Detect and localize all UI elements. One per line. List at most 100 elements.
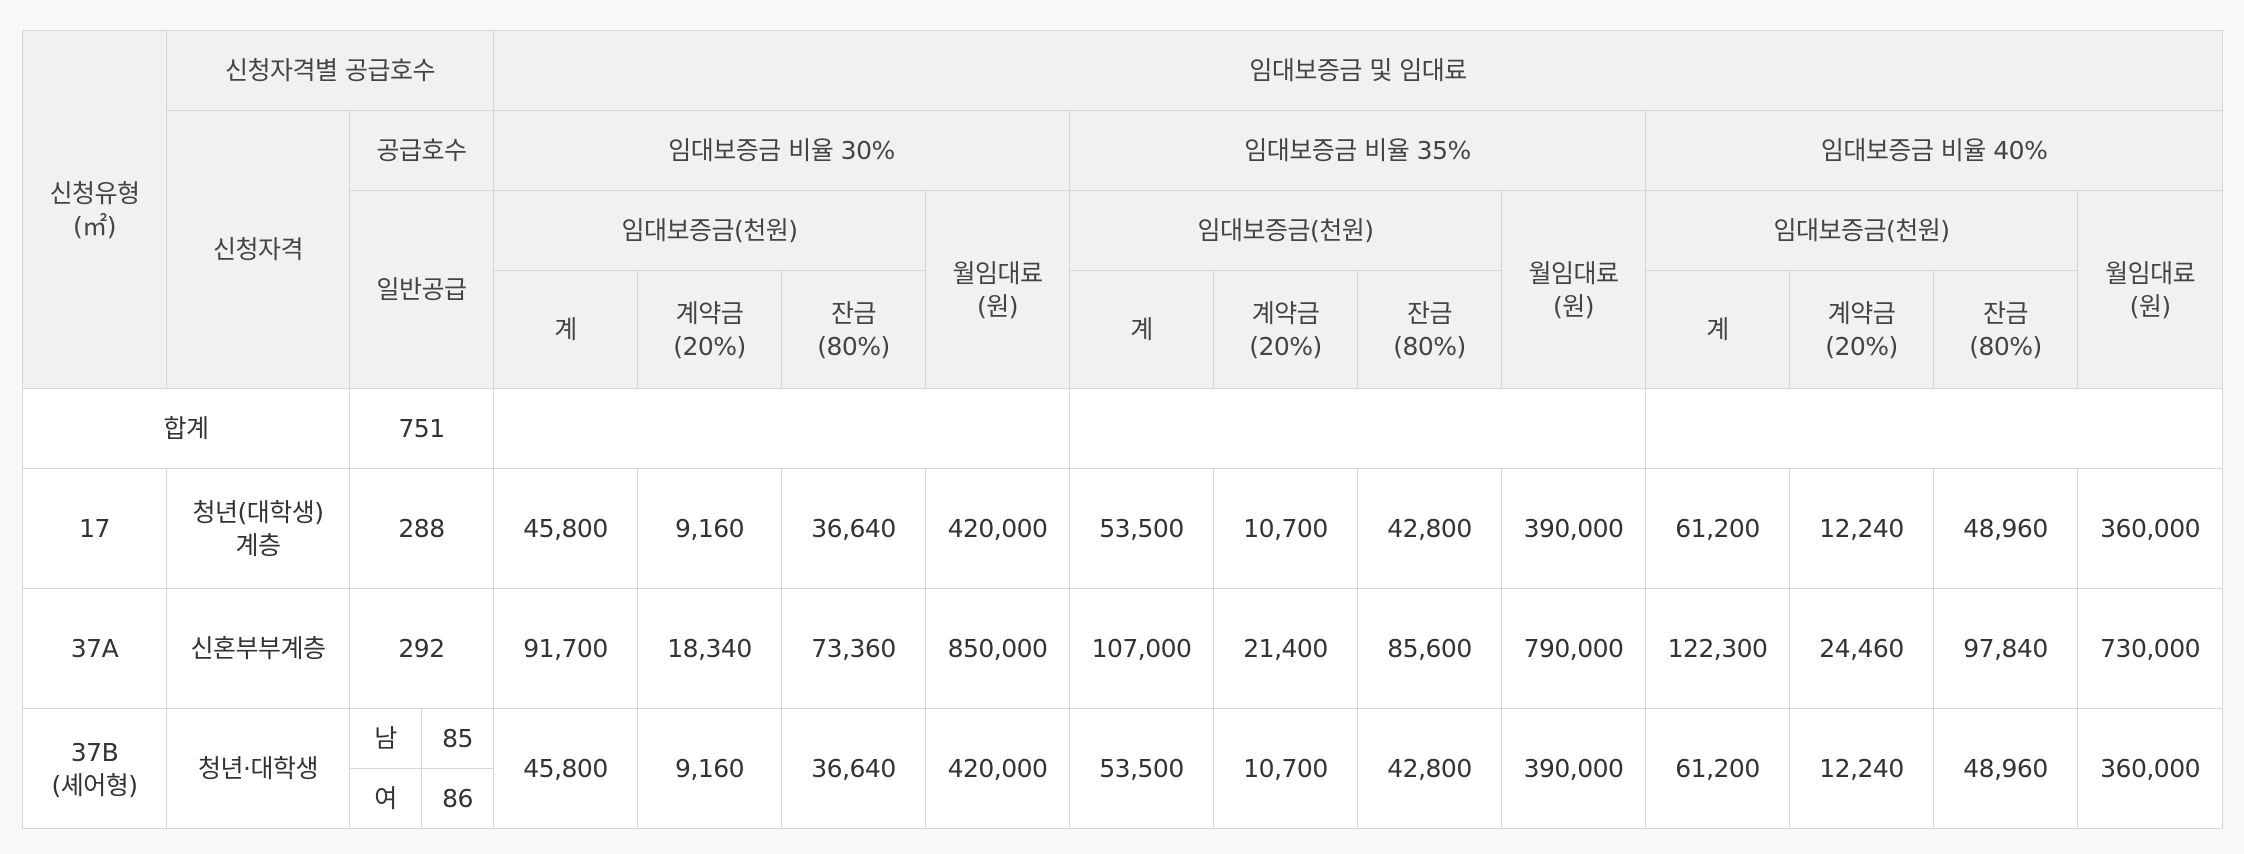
header-ratio-30: 임대보증금 비율 30%	[493, 110, 1071, 191]
cell-total-40: 61,200	[1645, 708, 1791, 829]
cell-total-30: 45,800	[493, 708, 639, 829]
summary-label: 합계	[22, 388, 350, 469]
cell-total-40: 61,200	[1645, 468, 1791, 589]
balance-pct: (80%)	[817, 331, 890, 361]
balance-label: 잔금	[831, 298, 877, 328]
header-total-35: 계	[1069, 270, 1215, 389]
summary-empty-30	[493, 388, 1071, 469]
header-ratio-40: 임대보증금 비율 40%	[1645, 110, 2224, 191]
contract-label: 계약금	[1251, 298, 1320, 328]
header-type-label: 신청유형	[49, 178, 140, 208]
summary-count: 751	[348, 388, 495, 469]
type-line: 37B	[70, 737, 119, 767]
gender-female: 여	[349, 768, 422, 829]
contract-pct: (20%)	[673, 331, 746, 361]
cell-contract-40: 12,240	[1789, 708, 1935, 829]
cell-total-35: 53,500	[1069, 708, 1215, 829]
header-type: 신청유형 (㎡)	[22, 30, 167, 389]
header-deposit-35: 임대보증금(천원)	[1069, 190, 1503, 271]
cell-rent-30: 420,000	[925, 468, 1071, 589]
cell-contract-40: 24,460	[1789, 588, 1935, 709]
header-row-1: 신청유형 (㎡) 신청자격별 공급호수 임대보증금 및 임대료	[22, 30, 2224, 389]
header-balance-40: 잔금 (80%)	[1933, 270, 2079, 389]
cell-contract-30: 18,340	[637, 588, 783, 709]
cell-rent-40: 360,000	[2077, 708, 2224, 829]
row-count: 292	[348, 588, 495, 709]
table-row: 37A 신혼부부계층 292 91,700 18,340 73,360 850,…	[22, 588, 2224, 709]
header-deposit-40: 임대보증금(천원)	[1645, 190, 2079, 271]
row-qualification: 청년·대학생	[166, 708, 350, 829]
balance-pct: (80%)	[1969, 331, 2042, 361]
cell-contract-35: 10,700	[1213, 708, 1359, 829]
cell-contract-30: 9,160	[637, 708, 783, 829]
monthly-rent-label: 월임대료	[2105, 258, 2196, 288]
header-monthly-rent-30: 월임대료 (원)	[925, 190, 1071, 389]
cell-contract-30: 9,160	[637, 468, 783, 589]
type-line: (셰어형)	[51, 770, 138, 800]
row-qualification: 청년(대학생) 계층	[166, 468, 350, 589]
qualification-line: 계층	[235, 530, 281, 560]
cell-rent-35: 390,000	[1501, 708, 1647, 829]
cell-balance-40: 48,960	[1933, 468, 2079, 589]
cell-rent-40: 730,000	[2077, 588, 2224, 709]
count-female: 86	[420, 768, 495, 829]
monthly-rent-label: 월임대료	[1528, 258, 1620, 288]
header-supply-by-qual: 신청자격별 공급호수	[165, 30, 495, 111]
rent-table: 신청유형 (㎡) 신청자격별 공급호수 임대보증금 및 임대료 신청자격 공급호…	[22, 30, 2224, 829]
monthly-rent-unit: (원)	[2129, 291, 2172, 321]
monthly-rent-unit: (원)	[977, 291, 1019, 321]
header-deposit-30: 임대보증금(천원)	[493, 190, 927, 271]
row-qualification: 신혼부부계층	[166, 588, 350, 709]
header-deposit-and-rent: 임대보증금 및 임대료	[493, 30, 2224, 111]
contract-label: 계약금	[1827, 298, 1896, 328]
cell-total-30: 91,700	[493, 588, 639, 709]
header-supply-count: 공급호수	[348, 110, 495, 191]
row-type: 37A	[22, 588, 167, 709]
header-general-supply: 일반공급	[348, 190, 495, 389]
balance-label: 잔금	[1407, 298, 1453, 328]
summary-empty-35	[1069, 388, 1647, 469]
monthly-rent-unit: (원)	[1553, 291, 1595, 321]
cell-rent-30: 850,000	[925, 588, 1071, 709]
cell-balance-35: 42,800	[1357, 468, 1503, 589]
count-male: 85	[420, 708, 495, 769]
cell-balance-40: 97,840	[1933, 588, 2079, 709]
header-monthly-rent-40: 월임대료 (원)	[2077, 190, 2224, 389]
cell-total-40: 122,300	[1645, 588, 1791, 709]
header-balance-30: 잔금 (80%)	[781, 270, 927, 389]
qualification-line: 청년(대학생)	[192, 497, 324, 527]
header-monthly-rent-35: 월임대료 (원)	[1501, 190, 1647, 389]
contract-label: 계약금	[675, 298, 744, 328]
cell-balance-30: 36,640	[781, 468, 927, 589]
row-type: 17	[22, 468, 167, 589]
cell-total-35: 53,500	[1069, 468, 1215, 589]
header-qualification: 신청자격	[166, 110, 350, 389]
cell-total-30: 45,800	[493, 468, 639, 589]
contract-pct: (20%)	[1249, 331, 1322, 361]
header-type-unit: (㎡)	[72, 211, 117, 241]
cell-balance-30: 73,360	[781, 588, 927, 709]
table-row: 17 청년(대학생) 계층 288 45,800 9,160 36,640 42…	[22, 468, 2224, 589]
header-ratio-35: 임대보증금 비율 35%	[1069, 110, 1647, 191]
cell-contract-35: 10,700	[1213, 468, 1359, 589]
rent-table-container: 신청유형 (㎡) 신청자격별 공급호수 임대보증금 및 임대료 신청자격 공급호…	[22, 30, 2224, 829]
header-contract-40: 계약금 (20%)	[1789, 270, 1935, 389]
table-subrow: 여 86	[23, 768, 2223, 829]
cell-balance-35: 85,600	[1357, 588, 1503, 709]
cell-total-35: 107,000	[1069, 588, 1215, 709]
header-total-30: 계	[493, 270, 639, 389]
cell-balance-35: 42,800	[1357, 708, 1503, 829]
cell-rent-40: 360,000	[2077, 468, 2224, 589]
table-row: 37B (셰어형) 청년·대학생 남 85 45,800 9,160 36,64…	[22, 708, 2224, 829]
contract-pct: (20%)	[1825, 331, 1898, 361]
header-row-4: 계 계약금 (20%) 잔금 (80%) 계 계약금 (20%) 잔금 (80%…	[23, 270, 2223, 389]
cell-rent-35: 390,000	[1501, 468, 1647, 589]
balance-label: 잔금	[1983, 298, 2029, 328]
header-total-40: 계	[1645, 270, 1791, 389]
cell-balance-40: 48,960	[1933, 708, 2079, 829]
summary-empty-40	[1645, 388, 2224, 469]
header-contract-35: 계약금 (20%)	[1213, 270, 1359, 389]
cell-rent-30: 420,000	[925, 708, 1071, 829]
cell-contract-35: 21,400	[1213, 588, 1359, 709]
cell-balance-30: 36,640	[781, 708, 927, 829]
